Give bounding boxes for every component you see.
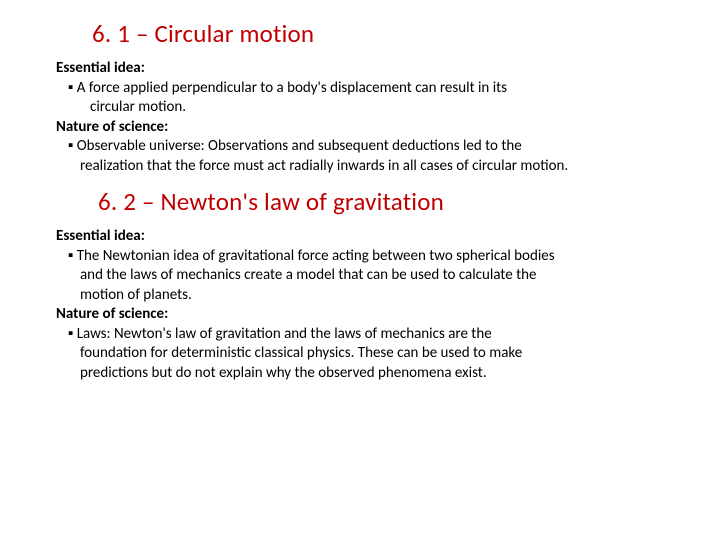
- nature-bullet-1: ▪ Observable universe: Observations and …: [56, 137, 672, 157]
- essential-cont-2b: motion of planets.: [56, 286, 672, 306]
- nature-cont-2a: foundation for deterministic classical p…: [56, 344, 672, 364]
- nature-cont-1: realization that the force must act radi…: [56, 157, 672, 177]
- essential-bullet-2: ▪ The Newtonian idea of gravitational fo…: [56, 247, 672, 267]
- nature-cont-2b: predictions but do not explain why the o…: [56, 364, 672, 384]
- essential-idea-label-1: Essential idea:: [56, 59, 672, 79]
- nature-label-2: Nature of science:: [56, 305, 672, 325]
- section-2-body: Essential idea: ▪ The Newtonian idea of …: [56, 227, 672, 383]
- section-1-body: Essential idea: ▪ A force applied perpen…: [56, 59, 672, 176]
- essential-cont-1: circular motion.: [56, 98, 672, 118]
- nature-label-1: Nature of science:: [56, 118, 672, 138]
- nature-bullet-2: ▪ Laws: Newton's law of gravitation and …: [56, 325, 672, 345]
- essential-cont-2a: and the laws of mechanics create a model…: [56, 266, 672, 286]
- essential-idea-label-2: Essential idea:: [56, 227, 672, 247]
- section-1-title: 6. 1 – Circular motion: [92, 18, 672, 49]
- page-container: 6. 1 – Circular motion Essential idea: ▪…: [0, 0, 720, 540]
- essential-bullet-1: ▪ A force applied perpendicular to a bod…: [56, 79, 672, 99]
- section-2-title: 6. 2 – Newton's law of gravitation: [98, 186, 672, 217]
